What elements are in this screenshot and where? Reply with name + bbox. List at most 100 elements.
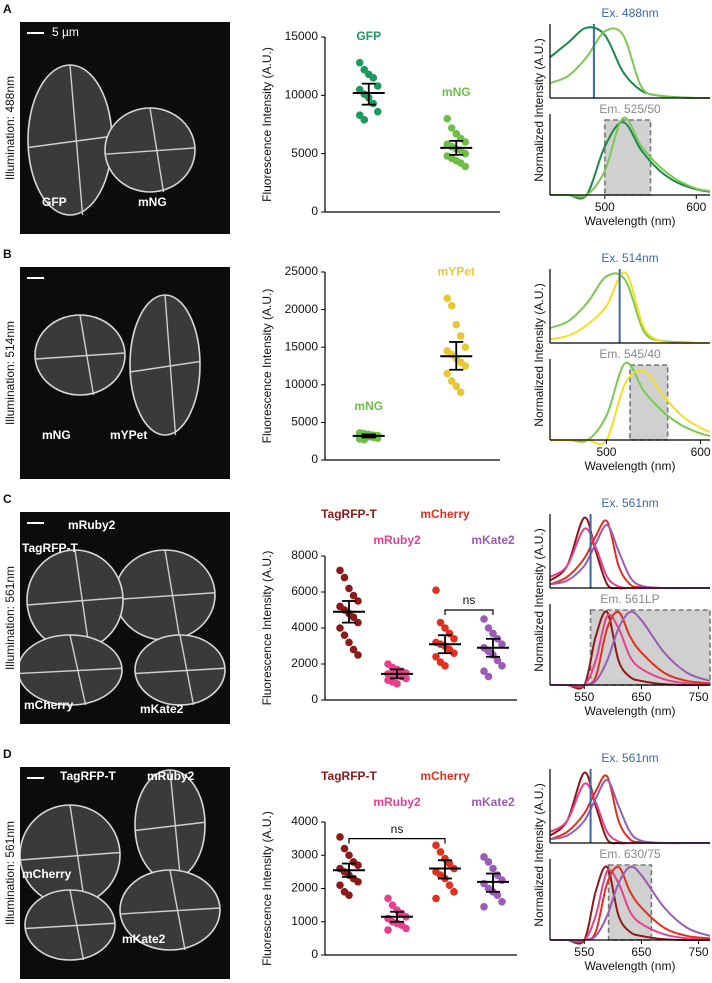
cell-wall (69, 64, 84, 216)
cell (134, 769, 206, 881)
point (480, 853, 488, 861)
protein-label: mKate2 (122, 932, 166, 946)
y-tick-label: 10000 (285, 88, 319, 102)
scale-bar-label: 5 µm (52, 25, 79, 39)
point (456, 332, 465, 340)
cell-wall (134, 667, 226, 675)
x-tick-label: 650 (631, 690, 651, 704)
point (441, 662, 449, 670)
point (432, 586, 440, 594)
panel-letter: C (3, 492, 12, 506)
point (450, 649, 458, 657)
spectrum-line (550, 121, 711, 200)
point (349, 645, 358, 654)
group-label: GFP (356, 29, 381, 43)
cell-wall (134, 821, 206, 832)
point (360, 116, 369, 124)
point (484, 858, 493, 866)
point (402, 924, 410, 933)
point (345, 851, 353, 860)
point (443, 369, 452, 378)
point (354, 861, 362, 870)
protein-label: TagRFP-T (60, 769, 116, 783)
y-axis-label: Normalized Intensity (A.U.) (532, 783, 546, 926)
x-axis-label: Wavelength (nm) (585, 214, 676, 228)
point (432, 653, 440, 661)
x-tick-label: 500 (595, 200, 615, 214)
spectrum-annotation: Em. 525/50 (599, 102, 661, 116)
y-tick-label: 0 (311, 947, 318, 961)
significance-bracket (348, 838, 446, 844)
cell (104, 107, 196, 193)
point (450, 888, 458, 896)
point (452, 320, 461, 329)
spectrum-annotation: Em. 545/40 (599, 347, 661, 361)
cell (134, 634, 226, 706)
y-tick-label: 5000 (291, 415, 318, 429)
y-tick-label: 20000 (285, 302, 319, 316)
point (345, 584, 353, 593)
protein-label: mCherry (22, 867, 72, 881)
point (336, 833, 344, 841)
x-tick-label: 600 (686, 200, 706, 214)
group-label: mKate2 (471, 795, 515, 809)
point (369, 99, 378, 108)
panel-letter: A (3, 2, 12, 16)
point (336, 881, 344, 889)
spectrum-annotation: Ex. 488nm (601, 6, 658, 20)
cell (129, 294, 201, 436)
point (484, 624, 493, 632)
point (340, 573, 349, 582)
y-axis-label: Fluorescence Intensity (A.U.) (260, 551, 274, 706)
x-axis-label: Wavelength (nm) (585, 959, 676, 973)
y-axis-label: Normalized Intensity (A.U.) (532, 528, 546, 671)
point (432, 894, 440, 903)
spectrum-annotation: Em. 561LP (600, 592, 659, 606)
group-label: mCherry (420, 507, 470, 521)
group-label: mCherry (420, 769, 470, 783)
point (402, 674, 410, 683)
x-tick-label: 550 (574, 945, 594, 959)
y-axis-label: Fluorescence Intensity (A.U.) (260, 47, 274, 202)
cells (27, 64, 196, 216)
panel-letter: D (3, 747, 12, 761)
cells (34, 294, 201, 436)
y-tick-label: 3000 (291, 847, 318, 861)
point (498, 640, 506, 648)
protein-label: GFP (42, 195, 67, 209)
point (461, 162, 470, 171)
spectrum-line (549, 782, 710, 845)
point (443, 114, 452, 123)
point (349, 613, 358, 621)
cell-wall (34, 352, 126, 360)
point (436, 848, 445, 856)
spectrum-line (549, 524, 710, 590)
group-label: mNG (442, 85, 471, 99)
point (373, 107, 382, 116)
cell-wall (104, 147, 196, 155)
point (445, 881, 454, 889)
x-axis-label: Wavelength (nm) (585, 704, 676, 718)
significance-label: ns (391, 822, 404, 836)
cell-wall (20, 667, 123, 675)
y-tick-label: 8000 (291, 548, 318, 562)
point (489, 629, 497, 638)
cell (114, 549, 216, 641)
point (340, 631, 349, 639)
point (384, 894, 392, 903)
panel-letter: B (3, 247, 12, 261)
illumination-label: Illumination: 561nm (3, 566, 17, 670)
point (447, 302, 456, 310)
spectrum-line (550, 116, 711, 198)
cells (20, 549, 226, 706)
point (461, 138, 470, 146)
point (480, 667, 488, 675)
point (354, 618, 362, 627)
illumination-label: Illumination: 561nm (3, 821, 17, 925)
group-label: TagRFP-T (321, 507, 377, 521)
y-tick-label: 0 (311, 204, 318, 218)
protein-label: mRuby2 (147, 769, 195, 783)
point (480, 902, 488, 911)
illumination-label: Illumination: 514nm (3, 321, 17, 425)
spectrum-annotation: Ex. 561nm (601, 496, 658, 510)
